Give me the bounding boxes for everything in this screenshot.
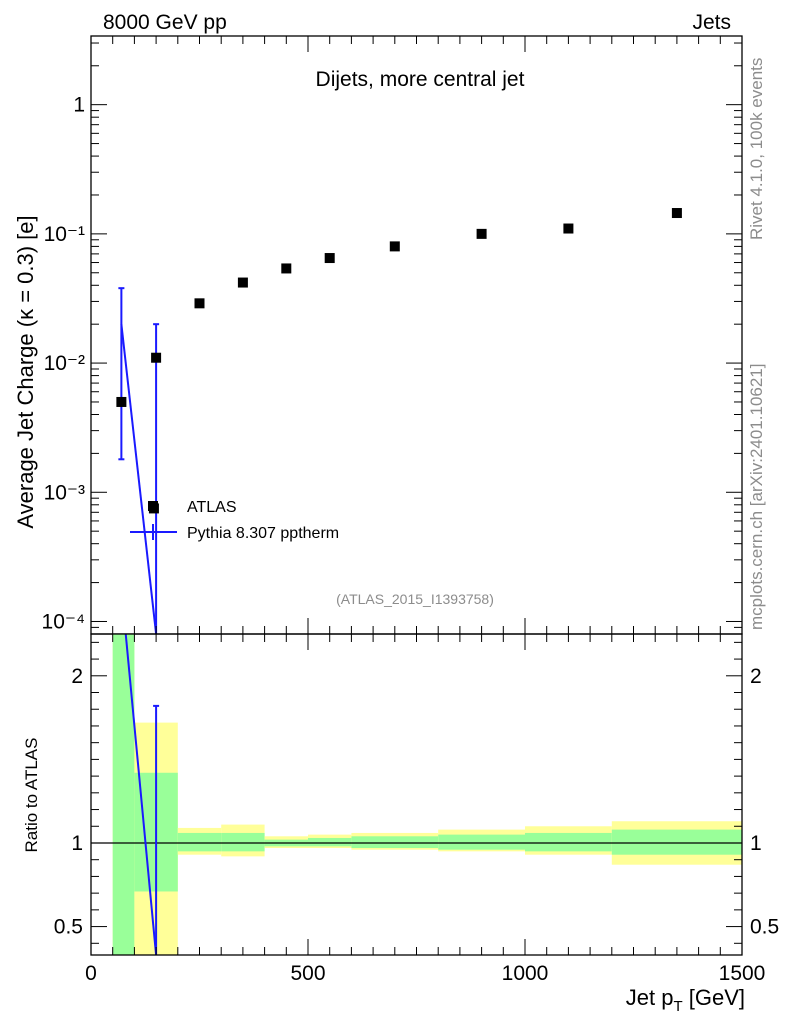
header-left: 8000 GeV pp <box>103 11 227 34</box>
ratio-band-green-8 <box>525 832 612 852</box>
ratio-band-green-7 <box>438 834 525 850</box>
ratio-xtick-label-0: 0 <box>85 962 97 985</box>
ratio-xtick-label-3: 1500 <box>719 962 766 985</box>
main-ytick-label-1: 10⁻¹ <box>44 223 85 246</box>
ratio-ylabel: Ratio to ATLAS <box>22 738 41 853</box>
atlas-point-0 <box>116 396 127 407</box>
atlas-point-4 <box>237 277 248 288</box>
rivet-label: Rivet 4.1.0, 100k events <box>747 58 766 240</box>
main-ytick-label-0: 1 <box>73 94 85 117</box>
main-plot: 1 10⁻¹ 10⁻² 10⁻³ 10⁻⁴ <box>42 35 743 635</box>
main-ylabel: Average Jet Charge (κ = 0.3) [e] <box>13 215 38 528</box>
ratio-xtick-label-2: 1000 <box>502 962 549 985</box>
atlas-point-8 <box>476 228 487 239</box>
legend-atlas-marker <box>148 501 158 511</box>
x-axis-label: Jet pT [GeV] <box>626 985 745 1015</box>
ratio-band-green-5 <box>308 837 352 847</box>
ratio-frame <box>90 633 743 956</box>
ratio-band-green-2 <box>177 832 222 852</box>
atlas-point-9 <box>563 223 574 234</box>
atlas-point-3 <box>194 298 205 309</box>
ratio-ytick-label-1: 1 <box>71 832 83 855</box>
legend: ATLAS Pythia 8.307 pptherm <box>130 499 339 542</box>
ratio-band-green-3 <box>221 832 265 852</box>
ratio-ytick-label-right-0: 0.5 <box>750 916 779 939</box>
atlas-point-2 <box>151 352 162 363</box>
mcplots-label: mcplots.cern.ch [arXiv:2401.10621] <box>747 364 766 630</box>
main-ytick-label-2: 10⁻² <box>44 352 85 375</box>
main-ytick-label-3: 10⁻³ <box>44 481 85 504</box>
atlas-point-5 <box>281 263 292 274</box>
chart-title: Dijets, more central jet <box>316 68 525 91</box>
atlas-point-7 <box>389 241 400 252</box>
main-ytick-label-4: 10⁻⁴ <box>42 610 85 633</box>
ratio-ytick-label-right-2: 2 <box>750 665 762 688</box>
legend-atlas-label: ATLAS <box>187 499 237 516</box>
atlas-point-6 <box>324 253 335 264</box>
ratio-band-green-0 <box>112 634 135 955</box>
main-frame <box>90 35 743 635</box>
ratio-plot: 0 500 1000 1500 0.5 0.5 1 1 2 2 <box>54 633 779 985</box>
ratio-ytick-label-right-1: 1 <box>750 832 762 855</box>
header-right: Jets <box>692 11 731 34</box>
ratio-band-green-6 <box>351 836 439 848</box>
atlas-point-10 <box>671 208 682 219</box>
analysis-watermark: (ATLAS_2015_I1393758) <box>336 591 494 607</box>
pythia-line <box>120 324 158 635</box>
ratio-band-green-9 <box>611 829 742 855</box>
legend-pythia-label: Pythia 8.307 pptherm <box>187 525 339 542</box>
ratio-ytick-label-0: 0.5 <box>54 916 83 939</box>
ratio-ytick-label-2: 2 <box>71 665 83 688</box>
ratio-pythia-line <box>124 633 158 956</box>
ratio-xtick-label-1: 500 <box>290 962 325 985</box>
